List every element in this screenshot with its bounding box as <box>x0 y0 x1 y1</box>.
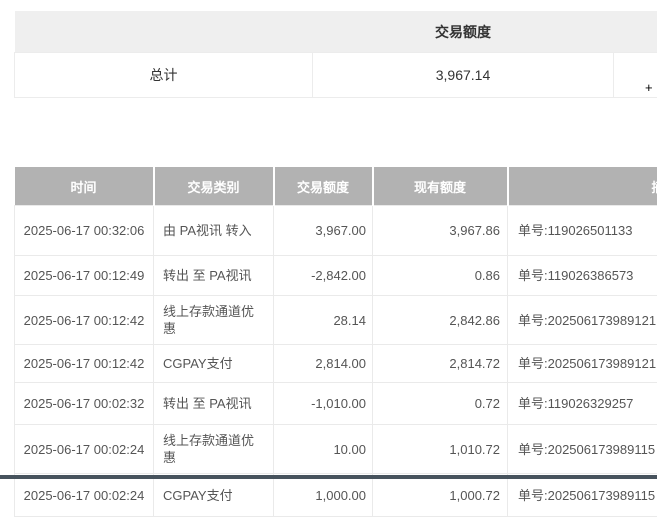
cell-time: 2025-06-17 00:12:42 <box>15 345 154 383</box>
cell-time: 2025-06-17 00:32:06 <box>15 206 154 256</box>
cell-balance: 2,814.72 <box>373 345 508 383</box>
cell-amount: -1,010.00 <box>274 383 373 425</box>
summary-header-empty <box>15 11 313 53</box>
cursor-plus-icon: + <box>645 81 653 94</box>
col-header-note: 摘要 <box>508 167 657 206</box>
col-header-balance: 现有额度 <box>373 167 508 206</box>
table-row: 2025-06-17 00:12:42 线上存款通道优惠 28.14 2,842… <box>15 296 657 345</box>
summary-table: 交易额度 总计 3,967.14 <box>14 11 657 98</box>
cell-amount: 3,967.00 <box>274 206 373 256</box>
cell-note: 单号:202506173989115 <box>508 425 657 474</box>
cell-balance: 1,000.72 <box>373 474 508 517</box>
horizontal-scrollbar[interactable] <box>0 475 657 479</box>
cell-note: 单号:202506173989121 <box>508 345 657 383</box>
col-header-category: 交易类别 <box>154 167 274 206</box>
col-header-time: 时间 <box>15 167 154 206</box>
cell-balance: 1,010.72 <box>373 425 508 474</box>
cell-category: 由 PA视讯 转入 <box>154 206 274 256</box>
summary-header-empty-right <box>614 11 657 53</box>
cell-note: 单号:119026501133 <box>508 206 657 256</box>
cell-balance: 2,842.86 <box>373 296 508 345</box>
transactions-table: 时间 交易类别 交易额度 现有额度 摘要 2025-06-17 00:32:06… <box>14 167 657 517</box>
cell-category: CGPAY支付 <box>154 345 274 383</box>
summary-header-row: 交易额度 <box>15 11 657 53</box>
cell-time: 2025-06-17 00:12:49 <box>15 256 154 296</box>
table-row: 2025-06-17 00:12:49 转出 至 PA视讯 -2,842.00 … <box>15 256 657 296</box>
table-row: 2025-06-17 00:02:24 CGPAY支付 1,000.00 1,0… <box>15 474 657 517</box>
cell-category: 线上存款通道优惠 <box>154 296 274 345</box>
table-row: 2025-06-17 00:32:06 由 PA视讯 转入 3,967.00 3… <box>15 206 657 256</box>
table-row: 2025-06-17 00:02:24 线上存款通道优惠 10.00 1,010… <box>15 425 657 474</box>
cell-category: 转出 至 PA视讯 <box>154 256 274 296</box>
summary-header-amount: 交易额度 <box>313 11 614 53</box>
cell-amount: -2,842.00 <box>274 256 373 296</box>
cell-note: 单号:202506173989121 <box>508 296 657 345</box>
summary-total-row: 总计 3,967.14 <box>15 53 657 98</box>
table-row: 2025-06-17 00:12:42 CGPAY支付 2,814.00 2,8… <box>15 345 657 383</box>
cell-note: 单号:119026386573 <box>508 256 657 296</box>
cell-category: 转出 至 PA视讯 <box>154 383 274 425</box>
cell-note: 单号:202506173989115 <box>508 474 657 517</box>
cell-category: 线上存款通道优惠 <box>154 425 274 474</box>
cell-time: 2025-06-17 00:02:32 <box>15 383 154 425</box>
cell-time: 2025-06-17 00:12:42 <box>15 296 154 345</box>
cell-time: 2025-06-17 00:02:24 <box>15 425 154 474</box>
cell-time: 2025-06-17 00:02:24 <box>15 474 154 517</box>
cell-balance: 0.72 <box>373 383 508 425</box>
cell-amount: 2,814.00 <box>274 345 373 383</box>
col-header-amount: 交易额度 <box>274 167 373 206</box>
cell-category: CGPAY支付 <box>154 474 274 517</box>
cell-balance: 3,967.86 <box>373 206 508 256</box>
cell-amount: 1,000.00 <box>274 474 373 517</box>
summary-total-label: 总计 <box>15 53 313 98</box>
table-row: 2025-06-17 00:02:32 转出 至 PA视讯 -1,010.00 … <box>15 383 657 425</box>
cell-balance: 0.86 <box>373 256 508 296</box>
transactions-header-row: 时间 交易类别 交易额度 现有额度 摘要 <box>15 167 657 206</box>
cell-amount: 10.00 <box>274 425 373 474</box>
cell-amount: 28.14 <box>274 296 373 345</box>
cell-note: 单号:119026329257 <box>508 383 657 425</box>
summary-total-amount: 3,967.14 <box>313 53 614 98</box>
